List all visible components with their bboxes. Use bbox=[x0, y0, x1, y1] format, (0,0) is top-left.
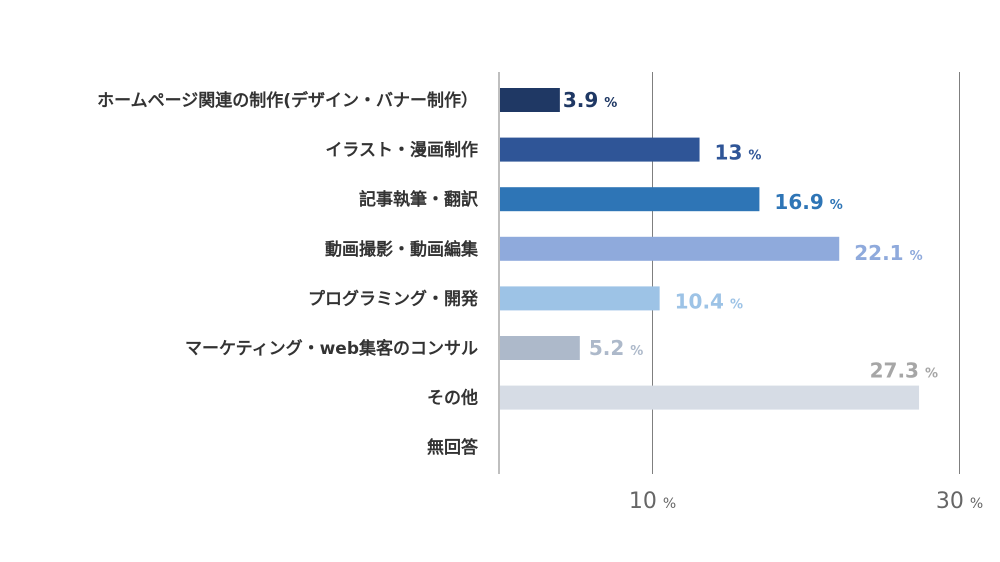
category-label: マーケティング・web集客のコンサル bbox=[185, 338, 478, 359]
bar bbox=[500, 385, 920, 410]
data-labels: 3.9 % 13 % 16.9 % 22.1 % 10.4 % 5.2 % 27.3% bbox=[563, 88, 938, 383]
data-label: 3.9% bbox=[563, 88, 617, 112]
bar bbox=[500, 236, 840, 261]
category-label: その他 bbox=[427, 388, 478, 409]
bar bbox=[500, 187, 760, 212]
x-axis-ticks: 10% 30% bbox=[629, 489, 983, 514]
bar bbox=[500, 137, 700, 162]
data-label: 13% bbox=[715, 141, 762, 165]
gridlines bbox=[498, 72, 960, 474]
bar bbox=[500, 88, 560, 112]
category-labels: ホームページ関連の制作(デザイン・バナー制作） イラスト・漫画制作記事執筆・翻訳動… bbox=[97, 90, 479, 458]
category-label: 記事執筆・翻訳 bbox=[359, 189, 479, 210]
bars bbox=[500, 88, 920, 410]
data-label: 16.9% bbox=[774, 190, 842, 214]
data-label: 5.2% bbox=[589, 336, 643, 360]
x-tick-label: 30% bbox=[936, 489, 983, 514]
category-label: イラスト・漫画制作 bbox=[325, 140, 478, 161]
category-label: 無回答 bbox=[427, 437, 479, 458]
data-label: 10.4% bbox=[675, 289, 743, 313]
bar bbox=[500, 286, 660, 311]
data-label: 27.3% bbox=[870, 359, 938, 383]
category-label: 動画撮影・動画編集 bbox=[325, 239, 479, 260]
category-label: プログラミング・開発 bbox=[308, 288, 479, 309]
bar bbox=[500, 336, 580, 360]
category-label: ホームページ関連の制作(デザイン・バナー制作） bbox=[97, 90, 478, 111]
x-tick-label: 10% bbox=[629, 489, 676, 514]
data-label: 22.1% bbox=[854, 241, 922, 265]
